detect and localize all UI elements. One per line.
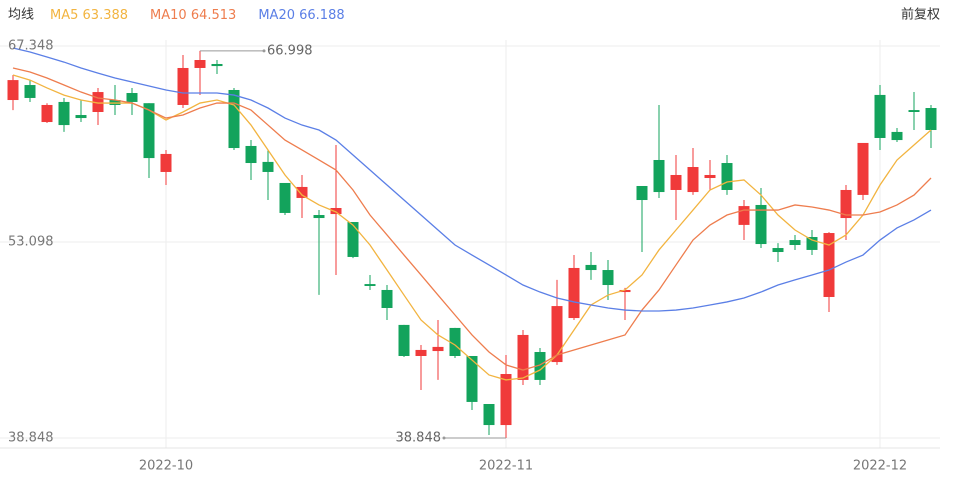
candle-body [126, 93, 138, 102]
candle-body [534, 352, 546, 380]
ma-line [12, 67, 932, 371]
candle-body [857, 142, 869, 195]
candle-body [313, 215, 325, 219]
legend-item: MA5 63.388 [50, 8, 128, 23]
ma-line [12, 74, 932, 381]
candle-body [398, 324, 410, 356]
candle-body [619, 289, 631, 293]
candle-body [517, 334, 529, 380]
candle-body [41, 104, 53, 123]
candle-body [670, 174, 682, 190]
candle-body [891, 131, 903, 141]
legend-item: MA10 64.513 [150, 8, 236, 23]
candle-body [806, 237, 818, 250]
candle-body [653, 159, 665, 193]
candle-body [245, 145, 257, 164]
candle-body [602, 270, 614, 286]
plot [7, 47, 937, 438]
adjust-button[interactable]: 前复权 [901, 7, 940, 23]
candle-body [500, 374, 512, 426]
ma-line [12, 47, 932, 312]
candle-body [483, 403, 495, 426]
candle-body [636, 185, 648, 201]
candle-body [704, 174, 716, 179]
max-label: 66.998 [267, 43, 313, 58]
legend-value: 66.188 [299, 8, 345, 23]
candle-body [211, 63, 223, 67]
candle-body [58, 101, 70, 126]
min-dot [442, 436, 446, 440]
legend-title: 均线 [8, 8, 34, 23]
min-label: 38.848 [396, 431, 442, 446]
candle-body [7, 80, 19, 101]
candle-body [789, 240, 801, 245]
legend: MA5 63.388 MA10 64.513 MA20 66.188 [50, 8, 345, 23]
candle-body [432, 346, 444, 352]
candle-body [381, 289, 393, 308]
legend-name: MA20 [258, 8, 295, 23]
candle-body [755, 204, 767, 245]
candle-body [925, 108, 937, 131]
y-tick-label: 38.848 [8, 431, 54, 446]
x-tick-label: 2022-11 [479, 459, 533, 474]
candle-body [160, 153, 172, 172]
candle-body [75, 115, 87, 119]
x-tick-label: 2022-10 [139, 459, 193, 474]
candle-body [551, 306, 563, 363]
candle-body [772, 248, 784, 253]
candle-body [262, 161, 274, 172]
candle-body [364, 284, 376, 286]
legend-name: MA10 [150, 8, 187, 23]
candle-body [840, 189, 852, 219]
candle-body [92, 92, 104, 112]
candle-body [228, 89, 240, 149]
candle-body [908, 110, 920, 112]
candle-body [585, 264, 597, 271]
candle-body [330, 207, 342, 215]
candle-body [415, 349, 427, 356]
candle-body [143, 103, 155, 159]
candle-body [568, 267, 580, 319]
candle-body [296, 186, 308, 198]
candle-body [177, 67, 189, 105]
candle-body [687, 167, 699, 193]
candle-body [823, 233, 835, 297]
candle-body [279, 182, 291, 213]
x-tick-label: 2022-12 [853, 459, 907, 474]
y-tick-label: 53.098 [8, 235, 54, 250]
candle-body [347, 222, 359, 257]
candle-body [24, 85, 36, 98]
candle-body [466, 355, 478, 402]
candle-body [738, 206, 750, 225]
candle-body [721, 163, 733, 190]
candle-body [194, 60, 206, 68]
max-dot [262, 49, 266, 53]
legend-value: 63.388 [83, 8, 129, 23]
legend-name: MA5 [50, 8, 78, 23]
labels: 38.848 53.098 67.348 2022-10 2022-11 2022-12 6… [8, 39, 907, 474]
candle-body [449, 327, 461, 356]
candle-body [874, 94, 886, 138]
legend-value: 64.513 [191, 8, 237, 23]
legend-item: MA20 66.188 [258, 8, 344, 23]
y-tick-label: 67.348 [8, 39, 54, 54]
